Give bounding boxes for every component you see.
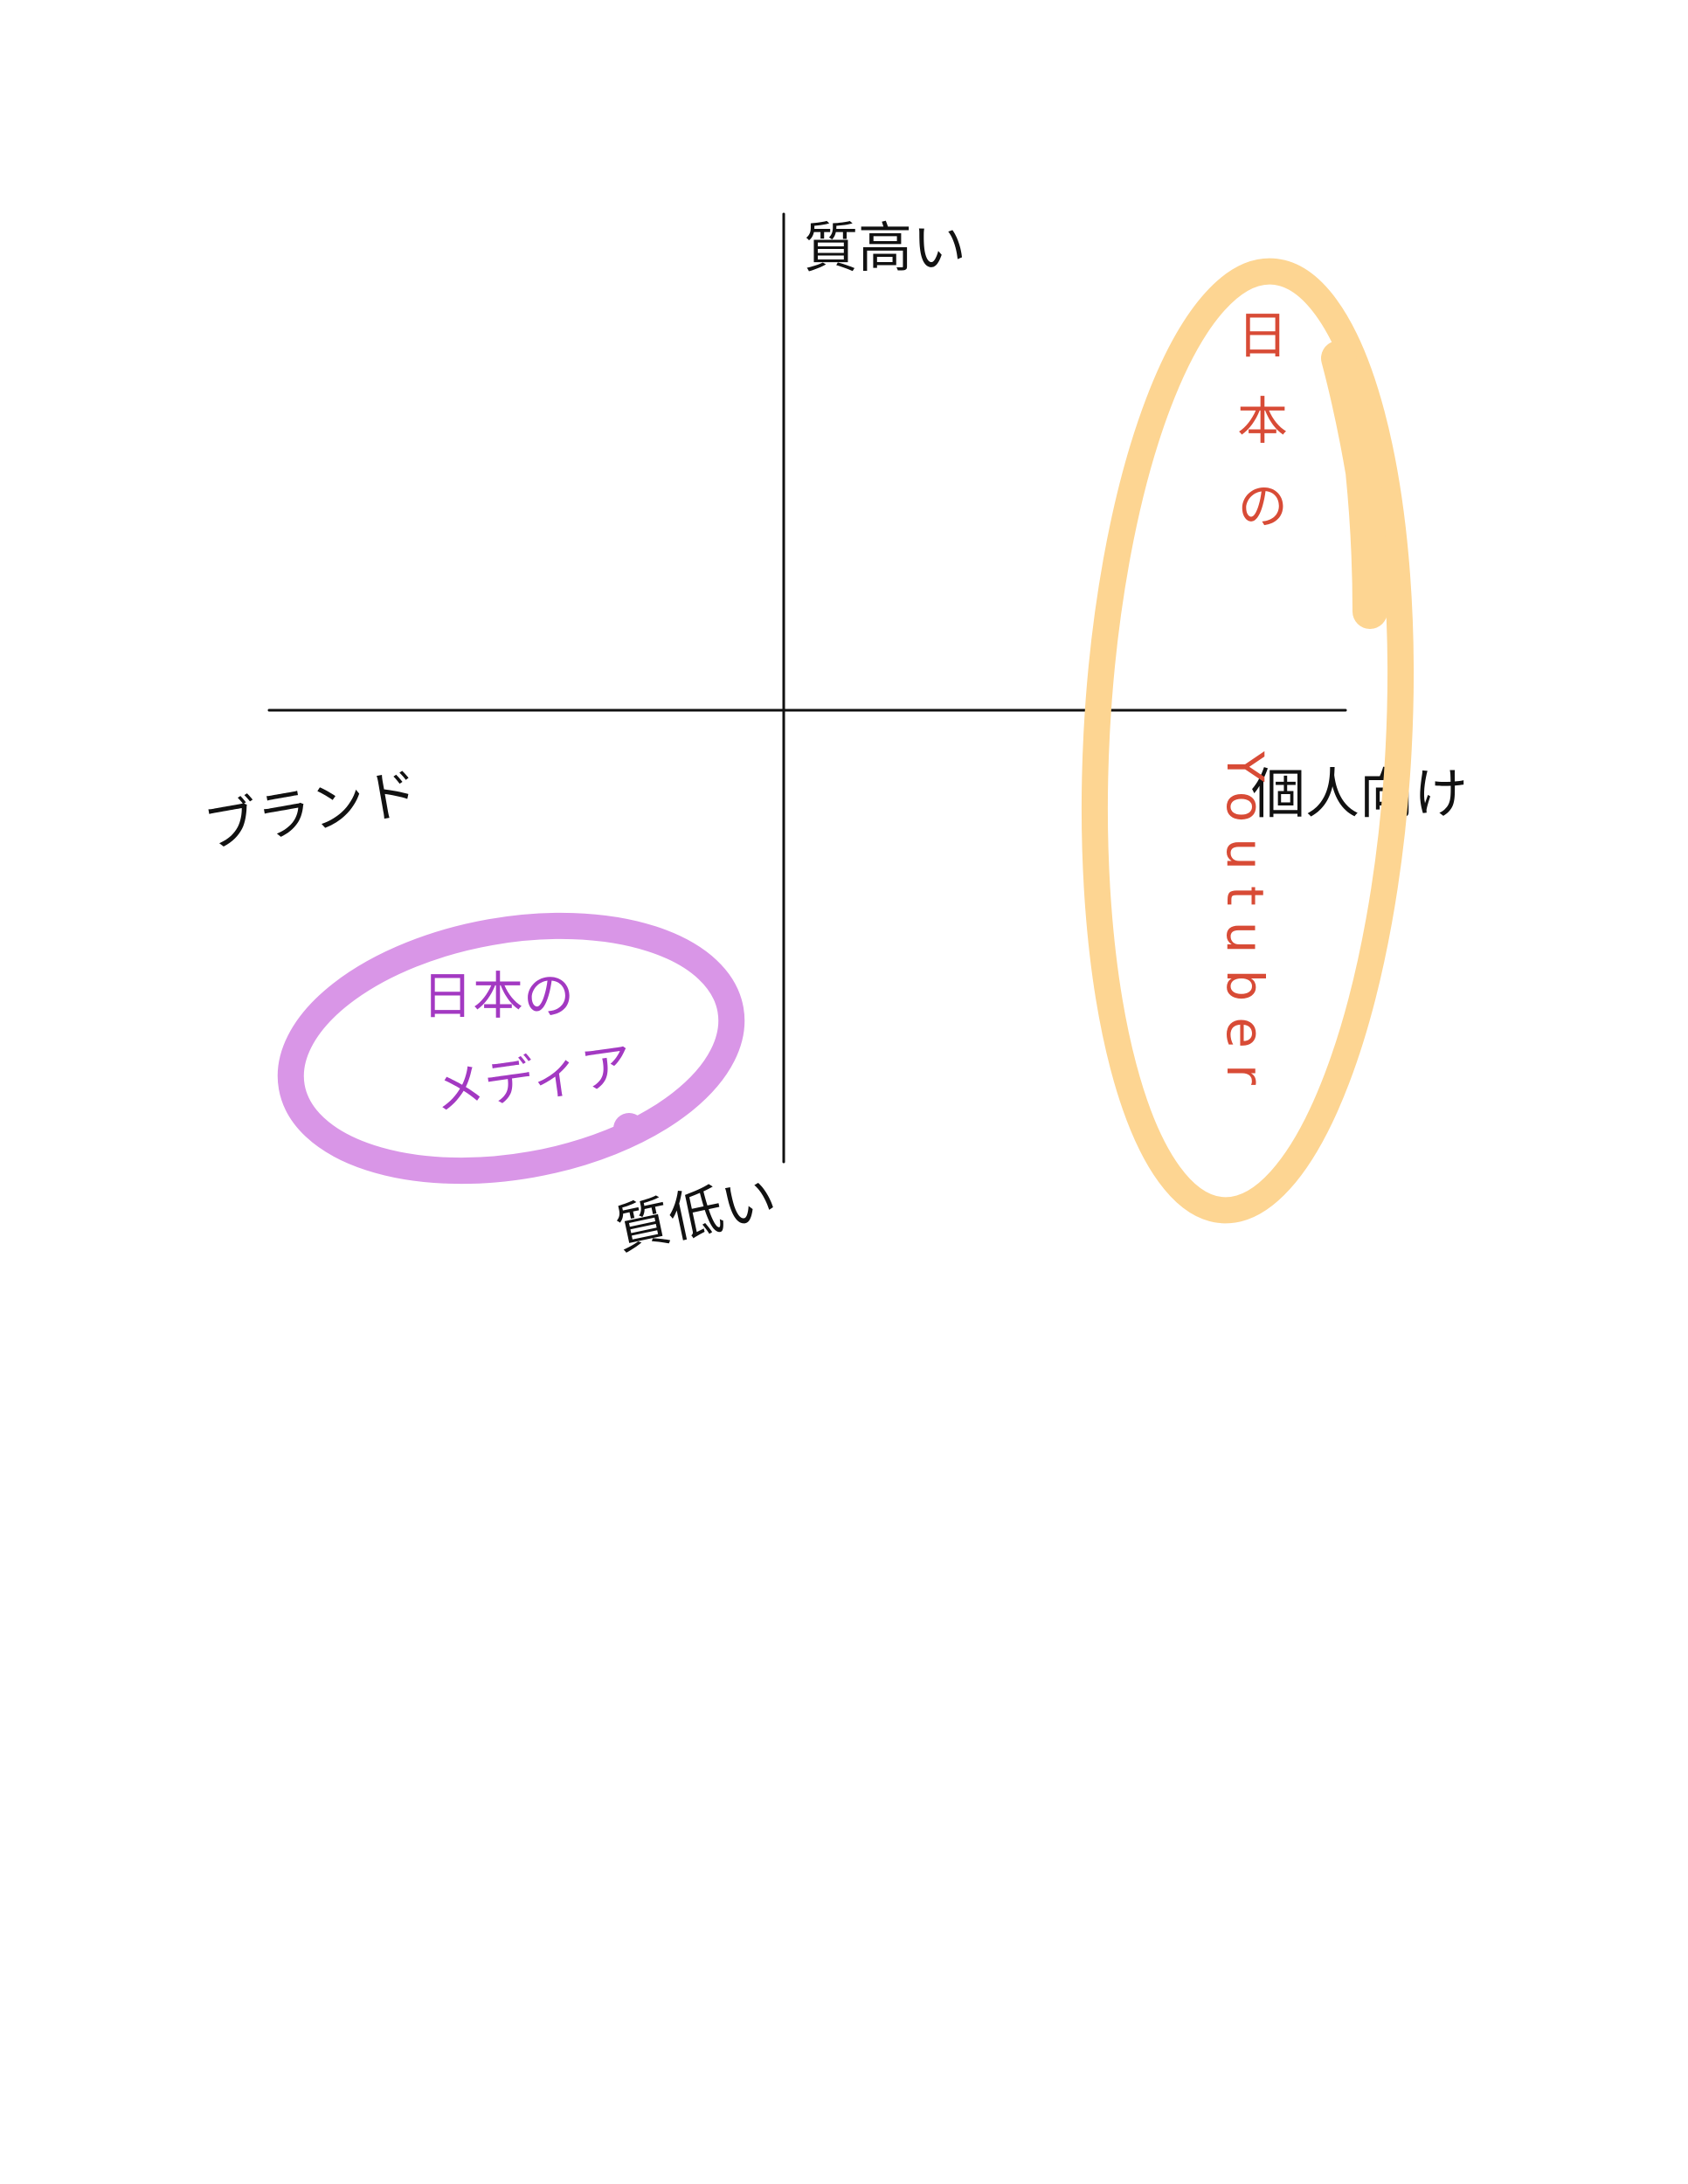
- orange-group: 日本の Youtuber: [1081, 258, 1415, 1224]
- purple-ring: [277, 912, 745, 1185]
- axis-label-left: ブランド: [199, 760, 424, 860]
- orange-group-label-1: 日本の: [1228, 308, 1288, 565]
- orange-ring-highlight: [1321, 341, 1387, 629]
- purple-group-label-1: 日本の: [422, 966, 574, 1026]
- orange-group-label-2: Youtuber: [1215, 750, 1275, 1101]
- purple-group: 日本の メディア: [277, 912, 745, 1185]
- axis-label-right: 個人向け: [1251, 762, 1468, 826]
- axis-label-top: 質高い: [804, 216, 966, 280]
- purple-ring-blob: [613, 1113, 645, 1144]
- orange-ring: [1081, 258, 1415, 1224]
- purple-group-label-2: メディア: [430, 1035, 635, 1122]
- axis-label-bottom: 質低い: [610, 1166, 782, 1262]
